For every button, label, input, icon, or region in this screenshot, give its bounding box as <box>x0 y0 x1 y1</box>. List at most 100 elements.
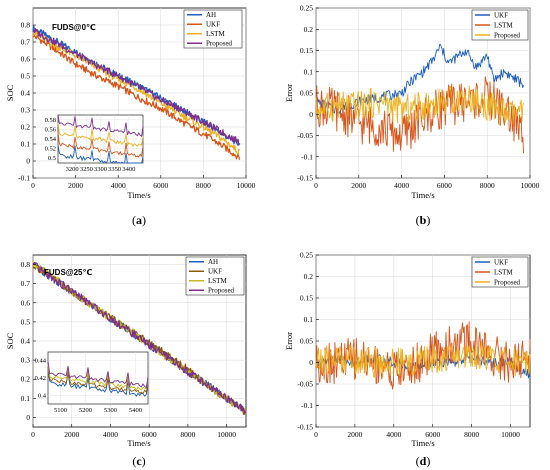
chart-c-inset-series-proposed <box>47 361 149 389</box>
chart-b-ytick-label: -0.05 <box>297 131 313 140</box>
chart-c-xtick-label: 4000 <box>103 430 118 439</box>
chart-c-legend-box <box>185 256 245 296</box>
chart-a-xtick-label: 2000 <box>68 181 83 190</box>
chart-d-ytick-label: 0.1 <box>304 315 314 324</box>
chart-a-inset-ytick-label: 0.58 <box>45 117 56 124</box>
chart-c-xtick-label: 0 <box>31 430 35 439</box>
chart-a-ytick-label: 0.3 <box>21 106 31 115</box>
chart-a-ylabel: SOC <box>5 84 15 101</box>
chart-b-xtick-label: 0 <box>314 181 318 190</box>
chart-c-inset-series-ukf <box>47 366 149 395</box>
chart-c-ytick-label: 0.7 <box>21 279 31 288</box>
chart-c-ytick-label: 0.4 <box>21 337 31 346</box>
chart-b-caption: (b) <box>416 213 431 227</box>
chart-c-xticks: 0 2000 4000 6000 8000 10000 <box>31 424 236 439</box>
chart-c-ytick-label: 0.3 <box>21 356 31 365</box>
chart-d-series <box>315 321 531 390</box>
chart-b-ytick-label: 0.1 <box>304 67 314 76</box>
chart-c-inset-xtick-label: 5200 <box>79 407 92 414</box>
chart-d-ytick-label: 0.05 <box>300 337 313 346</box>
chart-a-ytick-label: 0.4 <box>21 89 31 98</box>
chart-c-ylabel: SOC <box>5 332 15 349</box>
chart-b-xtick-label: 8000 <box>480 181 495 190</box>
chart-a-ytick-label: -0.1 <box>18 174 30 183</box>
chart-b-ytick-label: -0.15 <box>297 174 313 183</box>
chart-d-caption: (d) <box>416 454 431 468</box>
chart-b-series <box>315 44 525 154</box>
chart-a-inset-xtick-label: 3250 <box>80 166 93 173</box>
chart-d-xtick-label: 4000 <box>386 430 401 439</box>
chart-b-series-ukf <box>315 44 525 115</box>
chart-b-ytick-label: 0 <box>309 110 313 119</box>
chart-b-legend: UKF LSTM Proposed <box>471 9 529 41</box>
chart-a-legend-label: Proposed <box>206 40 233 48</box>
chart-d-ytick-label: -0.15 <box>297 423 313 432</box>
chart-a-inset-ytick-label: 0.5 <box>48 155 56 162</box>
chart-d-ylabel: Error <box>284 332 294 350</box>
chart-b-xtick-label: 6000 <box>437 181 452 190</box>
chart-c-ytick-label: 0.5 <box>21 317 31 326</box>
chart-a-ytick-label: 0.1 <box>21 140 31 149</box>
chart-d-xlabel: Time/s <box>411 438 434 448</box>
chart-c-xlabel: Time/s <box>127 438 150 448</box>
chart-c-yticks: 0 0.1 0.2 0.3 0.4 0.5 0.6 0.7 0.8 <box>21 260 36 422</box>
chart-c-series-proposed <box>32 262 247 414</box>
chart-a-inset-series-lstm <box>57 122 144 148</box>
chart-a-inset-xtick-label: 3400 <box>122 166 135 173</box>
chart-b-xtick-label: 10000 <box>521 181 540 190</box>
chart-d-legend-label: Proposed <box>494 278 521 286</box>
chart-c-inset-ytick-label: 0.42 <box>35 375 46 382</box>
chart-c-legend-label: Proposed <box>208 287 235 295</box>
chart-d-xtick-label: 0 <box>314 430 318 439</box>
chart-a-caption: (a) <box>132 213 146 227</box>
chart-a-inset-series-ah <box>57 144 144 164</box>
chart-b-ytick-label: 0.15 <box>300 46 313 55</box>
chart-b-legend-label: Proposed <box>494 31 521 39</box>
chart-a-inset-ytick-label: 0.52 <box>45 146 56 153</box>
chart-a-series <box>32 25 241 160</box>
chart-a-inset-xtick-label: 3300 <box>94 166 107 173</box>
chart-a: 0 2000 4000 6000 8000 10000 -0.100.10.20.30.4… <box>5 7 256 227</box>
chart-c-annotation: FUDS@25℃ <box>44 268 92 277</box>
chart-b-ylabel: Error <box>284 84 294 102</box>
chart-b-xlabel: Time/s <box>411 190 434 200</box>
chart-a-legend-label: LSTM <box>206 30 225 38</box>
chart-d-xtick-label: 6000 <box>425 430 440 439</box>
chart-a-inset-xtick-label: 3350 <box>108 166 121 173</box>
chart-d-xtick-label: 8000 <box>464 430 479 439</box>
chart-d-ytick-label: 0.15 <box>300 294 313 303</box>
chart-a-xtick-label: 4000 <box>111 181 126 190</box>
chart-a-xtick-label: 10000 <box>237 181 256 190</box>
chart-c-inset-ytick-label: 0.4 <box>38 392 47 399</box>
chart-a-legend-label: AH <box>206 11 216 19</box>
chart-d-legend-label: UKF <box>494 258 508 266</box>
chart-c-inset-xtick-label: 5400 <box>129 407 142 414</box>
chart-c: 0 2000 4000 6000 8000 10000 00.10.20.30.40.50… <box>5 254 247 468</box>
chart-b-ytick-label: 0.05 <box>300 89 313 98</box>
chart-c-legend-label: UKF <box>208 268 222 276</box>
chart-d-ytick-label: -0.1 <box>301 401 313 410</box>
chart-c-xtick-label: 6000 <box>142 430 157 439</box>
chart-b-xtick-label: 2000 <box>351 181 366 190</box>
chart-a-inset-ytick-label: 0.56 <box>45 126 57 133</box>
chart-a-xtick-label: 0 <box>31 181 35 190</box>
chart-c-ytick-label: 0 <box>26 413 30 422</box>
chart-a-xtick-label: 6000 <box>153 181 168 190</box>
chart-b-yticks: -0.15 -0.1 -0.05 0 0.05 0.1 0.15 0.2 0.25 <box>297 4 319 183</box>
chart-a-ytick-label: 0 <box>26 157 30 166</box>
chart-a-ytick-label: 0.5 <box>21 72 31 81</box>
chart-c-xtick-label: 10000 <box>217 430 236 439</box>
chart-a-annotation: FUDS@0℃ <box>52 23 96 32</box>
chart-d-xtick-label: 2000 <box>347 430 362 439</box>
chart-a-ytick-label: 0.6 <box>21 55 31 64</box>
chart-b-legend-label: LSTM <box>494 21 513 29</box>
chart-b-ytick-label: 0.2 <box>304 25 314 34</box>
chart-c-inset-xtick-label: 5100 <box>54 407 67 414</box>
chart-a-yticks: -0.1 0 0.1 0.2 0.3 0.4 0.5 0.6 0.7 0.8 <box>18 21 36 183</box>
chart-c-inset-ytick-label: 0.44 <box>35 358 47 365</box>
chart-a-xlabel: Time/s <box>127 190 150 200</box>
chart-b-legend-label: UKF <box>494 11 508 19</box>
chart-a-xticks: 0 2000 4000 6000 8000 10000 <box>31 175 256 190</box>
